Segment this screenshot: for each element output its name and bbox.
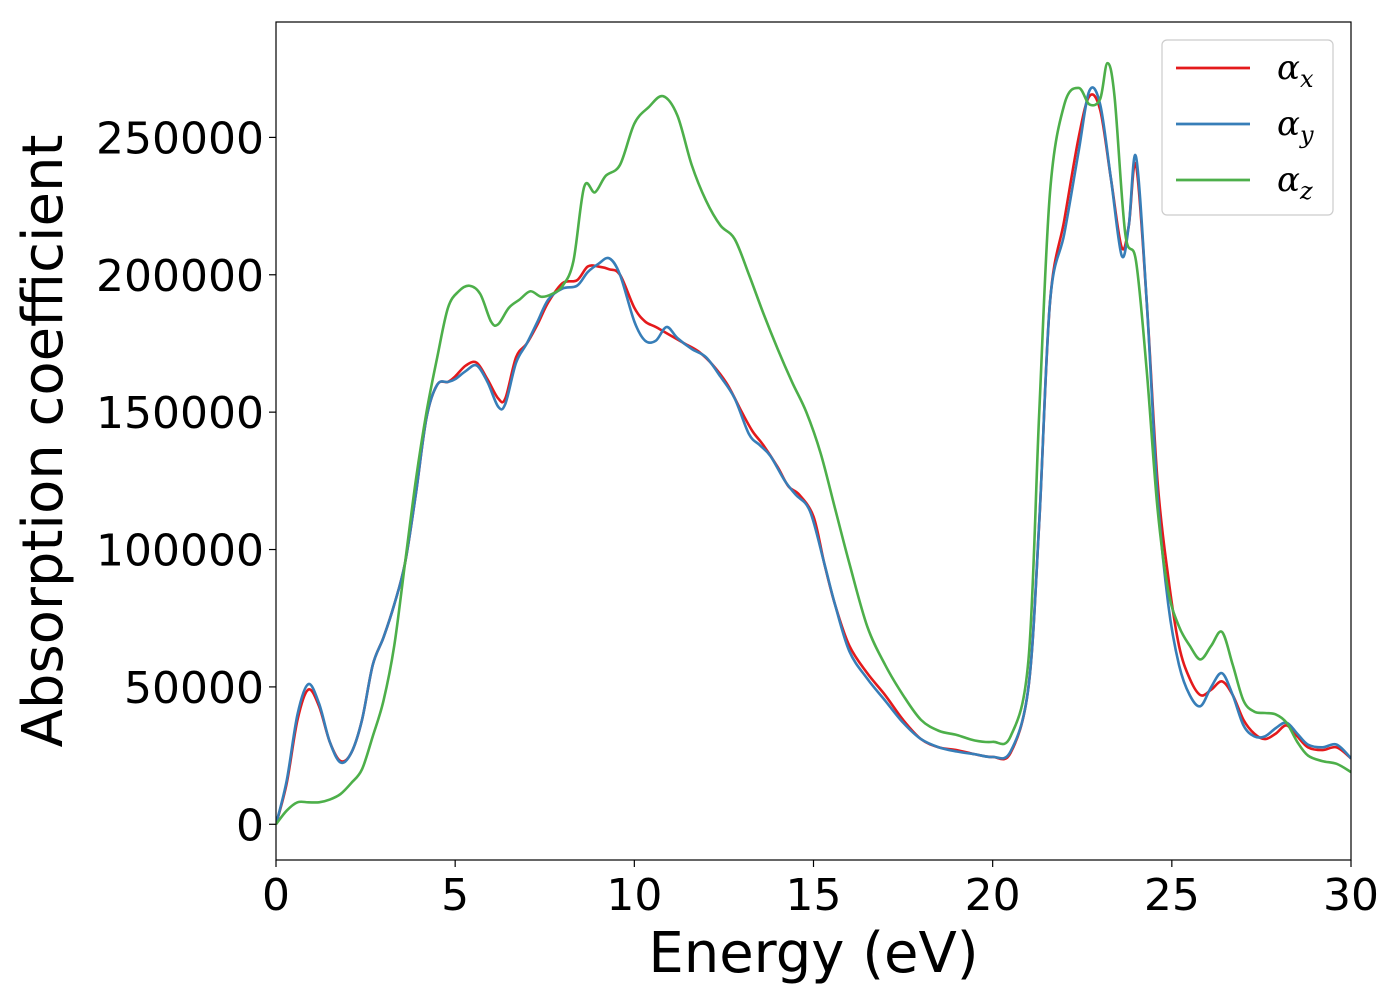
legend-label-z: αz bbox=[1277, 160, 1313, 205]
x-tick-label: 30 bbox=[1323, 870, 1379, 921]
x-tick-label: 0 bbox=[262, 870, 290, 921]
series-line-z bbox=[276, 61, 1351, 826]
series-layer bbox=[276, 61, 1351, 826]
series-line-y bbox=[276, 86, 1351, 825]
x-tick-label: 15 bbox=[786, 870, 842, 921]
y-tick-label: 150000 bbox=[96, 388, 264, 439]
x-axis: 0 5 10 15 20 25 30 bbox=[262, 860, 1379, 921]
legend: αx αy αz bbox=[1161, 39, 1334, 216]
y-axis-title: Absorption coefficient bbox=[11, 135, 76, 748]
x-tick-label: 5 bbox=[441, 870, 469, 921]
y-tick-label: 250000 bbox=[96, 113, 264, 164]
x-tick-label: 20 bbox=[965, 870, 1021, 921]
y-tick-label: 100000 bbox=[96, 526, 264, 577]
legend-label-y: αy bbox=[1277, 104, 1314, 149]
y-tick-label: 200000 bbox=[96, 251, 264, 302]
y-axis: 0 50000 100000 150000 200000 250000 bbox=[96, 113, 276, 851]
y-tick-label: 0 bbox=[236, 800, 264, 851]
y-tick-label: 50000 bbox=[124, 663, 264, 714]
legend-box bbox=[1161, 39, 1334, 216]
x-tick-label: 10 bbox=[606, 870, 662, 921]
x-axis-title: Energy (eV) bbox=[648, 921, 978, 986]
x-tick-label: 25 bbox=[1144, 870, 1200, 921]
legend-label-x: αx bbox=[1277, 48, 1314, 93]
